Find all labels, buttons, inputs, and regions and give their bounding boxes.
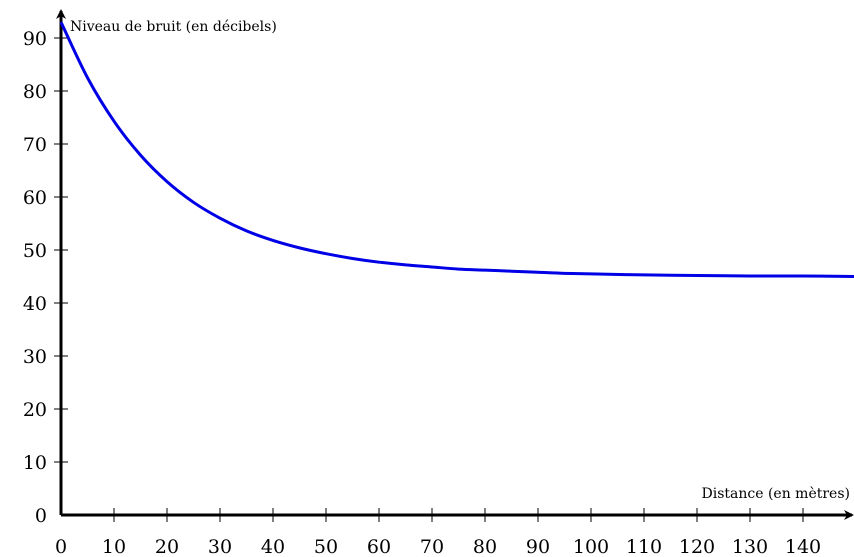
x-tick-label: 130 bbox=[732, 536, 768, 557]
y-tick-label: 0 bbox=[35, 505, 47, 527]
x-tick-label: 140 bbox=[785, 536, 821, 557]
x-tick-label: 40 bbox=[261, 536, 285, 557]
y-axis-label: Niveau de bruit (en décibels) bbox=[70, 19, 277, 35]
x-tick-label: 90 bbox=[526, 536, 550, 557]
y-tick-label: 70 bbox=[23, 134, 47, 156]
x-tick-label: 120 bbox=[679, 536, 715, 557]
x-tick-label: 70 bbox=[420, 536, 444, 557]
y-tick-label: 10 bbox=[23, 452, 47, 474]
y-tick-label: 20 bbox=[23, 399, 47, 421]
x-tick-label: 20 bbox=[155, 536, 179, 557]
x-tick-label: 30 bbox=[208, 536, 232, 557]
x-tick-label: 80 bbox=[473, 536, 497, 557]
x-tick-label: 0 bbox=[55, 536, 67, 557]
x-tick-label: 60 bbox=[367, 536, 391, 557]
y-tick-label: 80 bbox=[23, 81, 47, 103]
noise-curve bbox=[59, 21, 854, 278]
x-tick-label: 110 bbox=[626, 536, 662, 557]
y-tick-label: 40 bbox=[23, 293, 47, 315]
x-tick-label: 10 bbox=[102, 536, 126, 557]
y-tick-label: 30 bbox=[23, 346, 47, 368]
axis-ticks bbox=[54, 37, 804, 522]
tick-labels: 0 10 20 30 40 50 60 70 80 90 100 110 120 130 140 0 10 20 3… bbox=[23, 28, 821, 557]
x-axis-label: Distance (en mètres) bbox=[702, 486, 850, 502]
y-tick-label: 90 bbox=[23, 28, 47, 50]
x-tick-label: 50 bbox=[314, 536, 338, 557]
x-tick-label: 100 bbox=[573, 536, 609, 557]
y-tick-label: 50 bbox=[23, 240, 47, 262]
y-tick-label: 60 bbox=[23, 187, 47, 209]
